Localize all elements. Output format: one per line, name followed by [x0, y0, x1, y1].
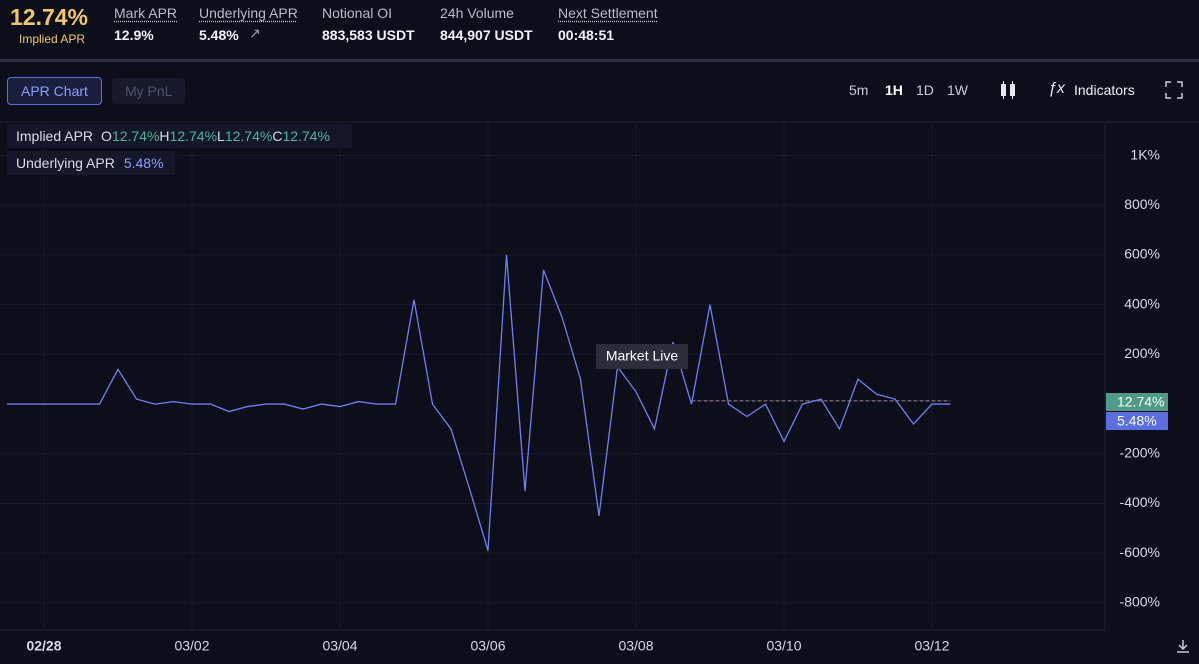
stat-label: Underlying APR	[199, 5, 298, 21]
interval-button[interactable]: 1D	[916, 82, 934, 98]
legend-name: Underlying APR	[16, 155, 115, 171]
ohlc-label: L	[217, 128, 225, 144]
stat-label: Notional OI	[322, 5, 393, 21]
legend-name: Implied APR	[16, 128, 93, 144]
ohlc-label: H	[159, 128, 169, 144]
interval-button[interactable]: 1W	[947, 82, 968, 98]
x-tick-label: 03/08	[618, 638, 653, 654]
ohlc-label: O	[101, 128, 112, 144]
legend-underlying: Underlying APR 5.48%	[16, 155, 164, 171]
tab[interactable]: APR Chart	[7, 77, 102, 105]
ohlc-value: 12.74%	[112, 128, 159, 144]
implied-apr: 12.74%	[10, 4, 89, 30]
stat-value: 12.9%	[114, 27, 154, 43]
stat-value: 883,583 USDT	[322, 27, 415, 43]
legend-implied: Implied APR O12.74%H12.74%L12.74%C12.74%	[16, 128, 330, 144]
stat-value: 5.48%	[199, 27, 239, 43]
y-tick-label: 800%	[1124, 196, 1160, 212]
last-value-tag	[1106, 393, 1168, 411]
y-tick-label: -200%	[1120, 444, 1160, 460]
y-tick-label: 200%	[1124, 345, 1160, 361]
interval-button[interactable]: 5m	[849, 82, 869, 98]
y-tick-label: -800%	[1120, 594, 1160, 610]
fullscreen-icon[interactable]	[1165, 81, 1183, 99]
last-value-tag	[1106, 412, 1168, 430]
stat-value: 844,907 USDT	[440, 27, 533, 43]
legend-box	[7, 151, 175, 175]
series-line	[7, 254, 951, 551]
y-tick-label: 400%	[1124, 295, 1160, 311]
legend-box	[7, 124, 352, 148]
annotation: Market Live	[606, 348, 679, 364]
stat-value: 00:48:51	[558, 27, 615, 43]
x-tick-label: 03/04	[322, 638, 357, 654]
external-link-icon[interactable]: ↗	[249, 25, 261, 41]
annotation-box	[596, 344, 688, 369]
x-tick-label: 03/10	[766, 638, 801, 654]
separator	[0, 59, 1199, 62]
tab[interactable]: My PnL	[112, 78, 186, 104]
last-value-label: 12.74%	[1117, 394, 1164, 410]
ohlc-value: 12.74%	[225, 128, 272, 144]
last-value-label: 5.48%	[1117, 413, 1157, 429]
x-tick-label: 02/28	[26, 638, 61, 654]
indicators[interactable]: Indicators	[1074, 82, 1135, 98]
download-icon[interactable]	[1175, 638, 1191, 654]
ohlc-label: C	[272, 128, 282, 144]
implied-apr-label: Implied APR	[19, 32, 86, 46]
ohlc-value: 12.74%	[282, 128, 329, 144]
x-tick-label: 03/12	[914, 638, 949, 654]
stat-label: Mark APR	[114, 5, 178, 21]
legend-value: 5.48%	[124, 155, 164, 171]
candle-icon[interactable]	[998, 80, 1018, 100]
fx-icon[interactable]: ƒx	[1048, 80, 1065, 97]
x-tick-label: 03/02	[174, 638, 209, 654]
y-tick-label: -400%	[1120, 494, 1160, 510]
x-tick-label: 03/06	[470, 638, 505, 654]
y-tick-label: -600%	[1120, 544, 1160, 560]
y-tick-label: 600%	[1124, 246, 1160, 262]
y-tick-label: 1K%	[1130, 146, 1160, 162]
interval-button[interactable]: 1H	[885, 82, 903, 98]
stat-label: Next Settlement	[558, 5, 658, 21]
stat-label: 24h Volume	[440, 5, 514, 21]
ohlc-value: 12.74%	[170, 128, 217, 144]
